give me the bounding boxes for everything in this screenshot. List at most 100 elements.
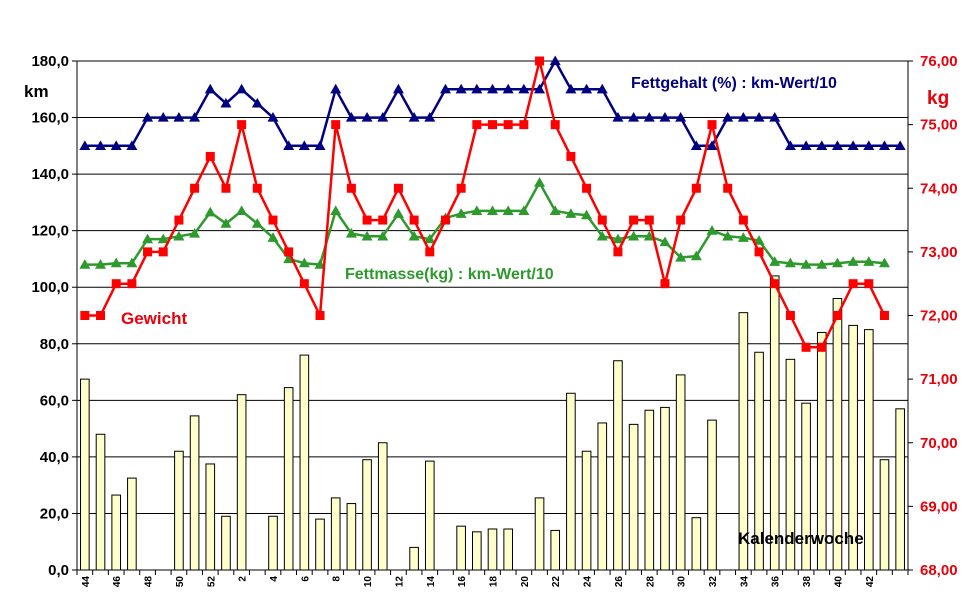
marker-fettgehalt [816, 140, 828, 150]
marker-fettmasse [204, 206, 216, 217]
marker-fettmasse [345, 227, 357, 238]
marker-gewicht [456, 183, 466, 193]
marker-gewicht [597, 215, 607, 225]
left-tick-label: 120,0 [31, 223, 69, 240]
x-tick-label: 16 [457, 576, 468, 588]
marker-fettgehalt [847, 140, 859, 150]
marker-fettmasse [126, 257, 138, 268]
marker-fettgehalt [612, 112, 624, 122]
x-tick-label: 52 [206, 576, 217, 588]
x-tick-label: 42 [865, 576, 876, 588]
marker-fettgehalt [95, 140, 107, 150]
marker-fettgehalt [236, 83, 248, 94]
marker-fettmasse [800, 259, 812, 269]
marker-fettmasse [298, 257, 310, 268]
marker-gewicht [801, 342, 811, 352]
marker-gewicht [691, 183, 701, 193]
marker-fettmasse [831, 257, 843, 268]
bar [205, 463, 216, 571]
marker-fettgehalt [204, 83, 216, 94]
marker-gewicht [237, 120, 247, 130]
marker-fettmasse [314, 259, 326, 269]
marker-fettgehalt [392, 83, 404, 94]
series-line-fettgehalt [84, 59, 901, 148]
marker-fettgehalt [549, 55, 561, 66]
marker-fettmasse [424, 233, 436, 244]
marker-fettmasse [706, 225, 718, 235]
right-tick-label: 70,00 [920, 435, 958, 452]
marker-fettmasse [549, 205, 561, 215]
marker-gewicht [535, 56, 545, 66]
marker-fettmasse [596, 230, 608, 241]
marker-gewicht [629, 215, 639, 225]
marker-fettmasse [267, 232, 279, 242]
marker-fettgehalt [518, 83, 530, 94]
marker-fettgehalt [283, 140, 295, 150]
marker-gewicht [393, 183, 403, 193]
right-tick-label: 73,00 [920, 244, 958, 261]
marker-fettmasse [518, 205, 530, 215]
bar [111, 494, 122, 571]
marker-fettmasse [95, 259, 107, 269]
left-tick-label: 80,0 [40, 336, 69, 353]
marker-fettgehalt [863, 140, 875, 150]
marker-gewicht [331, 120, 341, 130]
marker-gewicht [174, 215, 184, 225]
x-tick-label: 28 [645, 576, 656, 588]
marker-fettgehalt [377, 112, 389, 122]
marker-fettmasse [471, 205, 483, 215]
marker-gewicht [707, 120, 717, 130]
marker-fettgehalt [502, 83, 514, 94]
x-tick-label: 4 [269, 576, 280, 582]
marker-fettmasse [189, 227, 201, 238]
marker-fettgehalt [722, 112, 734, 122]
left-tick-label: 140,0 [31, 166, 69, 183]
marker-gewicht [315, 311, 325, 320]
right-tick-label: 72,00 [920, 308, 958, 325]
line-series [79, 55, 906, 352]
left-tick-label: 0,0 [48, 562, 69, 579]
marker-fettgehalt [487, 83, 498, 94]
marker-fettgehalt [220, 97, 232, 108]
marker-fettmasse [534, 177, 546, 187]
x-tick-label: 18 [489, 576, 500, 588]
marker-gewicht [440, 215, 450, 225]
marker-gewicht [190, 183, 200, 193]
x-tick-label: 24 [583, 576, 594, 588]
annotation-kalenderwoche: Kalenderwoche [738, 529, 864, 548]
marker-fettgehalt [126, 140, 138, 150]
marker-fettmasse [251, 218, 263, 228]
marker-fettmasse [643, 230, 655, 241]
marker-fettgehalt [267, 112, 279, 122]
bar [80, 378, 90, 571]
marker-fettgehalt [894, 140, 906, 150]
marker-fettgehalt [565, 83, 577, 94]
bar [879, 459, 890, 571]
right-tick-label: 69,00 [920, 498, 958, 515]
marker-fettmasse [220, 218, 232, 228]
marker-fettmasse [769, 256, 781, 266]
marker-fettgehalt [424, 112, 436, 122]
marker-fettgehalt [690, 140, 702, 150]
marker-gewicht [80, 311, 90, 320]
marker-gewicht [503, 120, 513, 130]
marker-fettgehalt [345, 112, 357, 122]
marker-fettmasse [565, 208, 577, 218]
x-tick-label: 20 [520, 576, 531, 588]
marker-fettmasse [173, 230, 185, 241]
marker-gewicht [817, 342, 827, 352]
x-tick-label: 44 [81, 576, 92, 588]
bar [268, 515, 278, 571]
marker-gewicht [754, 247, 764, 257]
right-tick-label: 75,00 [920, 117, 958, 134]
marker-fettmasse [737, 232, 749, 242]
bar [362, 459, 372, 571]
right-axis-unit: kg [927, 88, 949, 109]
marker-fettmasse [110, 257, 122, 268]
marker-gewicht [425, 247, 435, 257]
marker-fettmasse [487, 205, 498, 215]
x-tick-label: 14 [426, 576, 437, 588]
left-tick-label: 100,0 [31, 279, 69, 296]
marker-gewicht [362, 215, 372, 225]
